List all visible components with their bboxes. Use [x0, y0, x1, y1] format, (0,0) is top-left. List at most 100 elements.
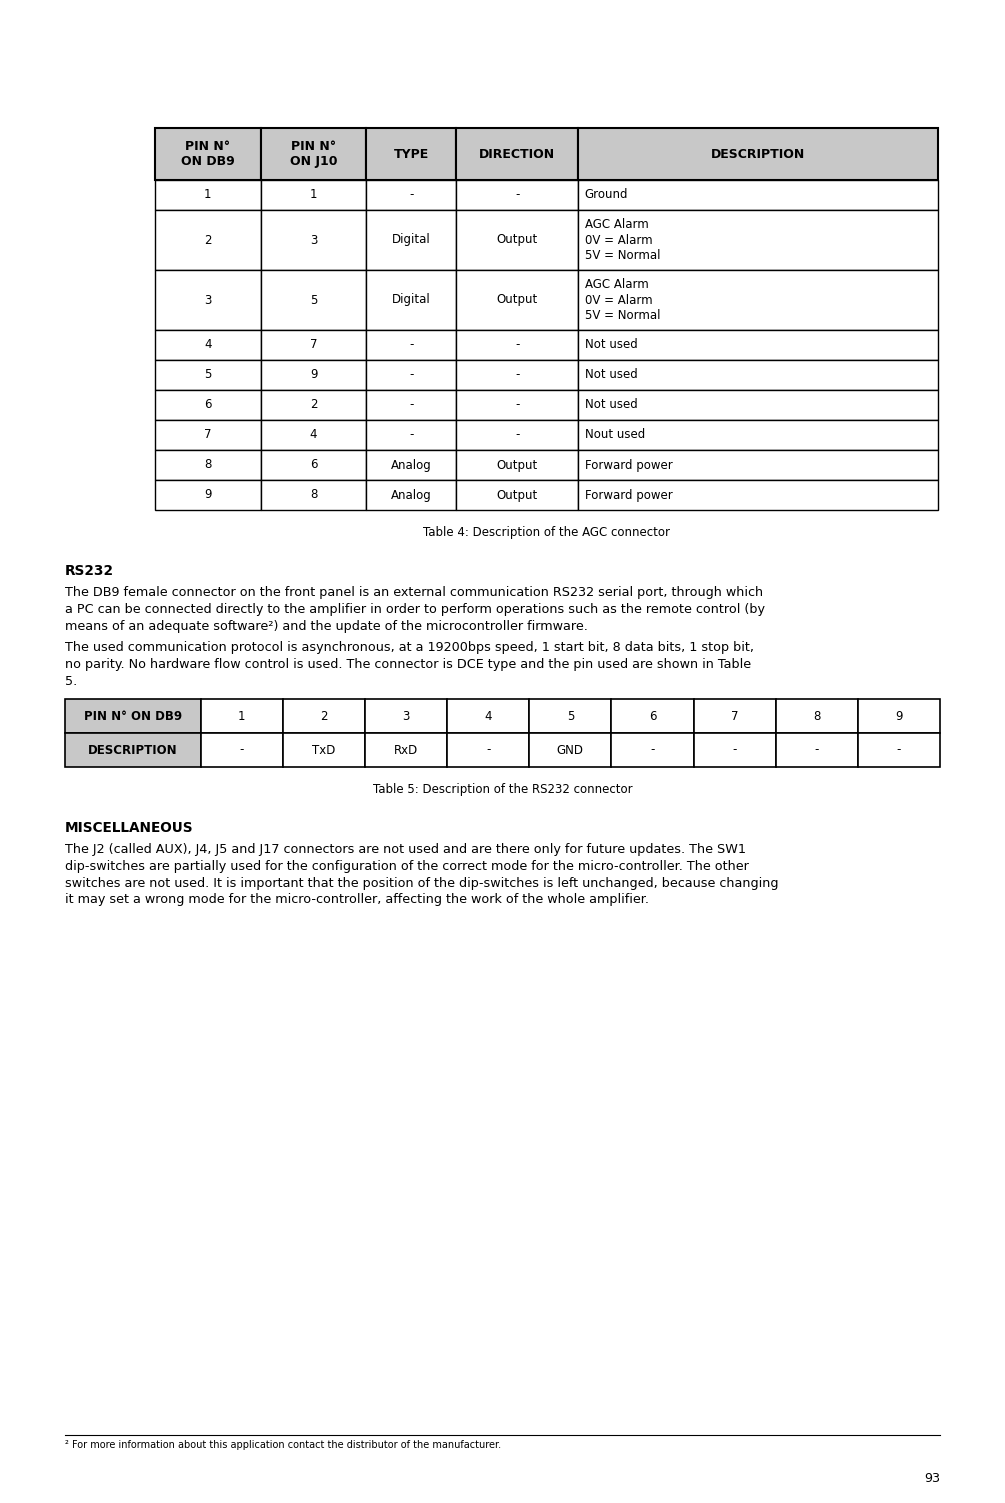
Text: -: -	[515, 368, 520, 382]
Bar	[65, 733, 201, 767]
Bar	[260, 361, 367, 389]
Text: 2: 2	[310, 398, 318, 412]
Bar	[155, 449, 260, 479]
Bar	[456, 419, 578, 449]
Bar	[260, 128, 367, 180]
Bar	[578, 210, 938, 271]
Text: Nout used: Nout used	[585, 428, 645, 442]
Text: 9: 9	[310, 368, 318, 382]
Text: Analog: Analog	[391, 488, 432, 502]
Text: PIN N° ON DB9: PIN N° ON DB9	[83, 709, 182, 723]
Text: 4: 4	[484, 709, 491, 723]
Bar	[201, 699, 282, 733]
Bar	[367, 419, 456, 449]
Text: RS232: RS232	[65, 564, 114, 579]
Text: -: -	[515, 188, 520, 201]
Bar	[578, 361, 938, 389]
Bar	[456, 180, 578, 210]
Text: Not used: Not used	[585, 368, 637, 382]
Bar	[578, 271, 938, 331]
Text: PIN N°
ON DB9: PIN N° ON DB9	[181, 140, 235, 168]
Text: Ground: Ground	[585, 188, 628, 201]
Bar	[367, 331, 456, 361]
Text: Not used: Not used	[585, 338, 637, 352]
Bar	[367, 449, 456, 479]
Bar	[456, 389, 578, 419]
Bar	[282, 699, 365, 733]
Bar	[260, 331, 367, 361]
Bar	[260, 271, 367, 331]
Text: 1: 1	[204, 188, 212, 201]
Bar	[367, 389, 456, 419]
Text: 6: 6	[648, 709, 656, 723]
Bar	[578, 180, 938, 210]
Bar	[155, 180, 260, 210]
Text: 7: 7	[204, 428, 212, 442]
Bar	[456, 128, 578, 180]
Bar	[611, 699, 693, 733]
Bar	[456, 271, 578, 331]
Text: 6: 6	[204, 398, 212, 412]
Text: -: -	[409, 428, 414, 442]
Text: The DB9 female connector on the front panel is an external communication RS232 s: The DB9 female connector on the front pa…	[65, 586, 765, 633]
Text: -: -	[486, 744, 490, 756]
Text: AGC Alarm
0V = Alarm
5V = Normal: AGC Alarm 0V = Alarm 5V = Normal	[585, 218, 660, 262]
Bar	[456, 361, 578, 389]
Text: TYPE: TYPE	[394, 147, 429, 161]
Text: PIN N°
ON J10: PIN N° ON J10	[289, 140, 338, 168]
Text: Digital: Digital	[392, 233, 431, 246]
Bar	[260, 389, 367, 419]
Text: -: -	[409, 338, 414, 352]
Text: ² For more information about this application contact the distributor of the man: ² For more information about this applic…	[65, 1440, 501, 1450]
Text: -: -	[409, 398, 414, 412]
Text: 4: 4	[204, 338, 212, 352]
Bar	[456, 479, 578, 510]
Bar	[260, 419, 367, 449]
Bar	[155, 389, 260, 419]
Bar	[155, 479, 260, 510]
Text: The J2 (called AUX), J4, J5 and J17 connectors are not used and are there only f: The J2 (called AUX), J4, J5 and J17 conn…	[65, 843, 779, 906]
Bar	[578, 479, 938, 510]
Text: Output: Output	[496, 458, 538, 472]
Text: -: -	[515, 338, 520, 352]
Text: Analog: Analog	[391, 458, 432, 472]
Text: 3: 3	[204, 293, 211, 307]
Text: 2: 2	[321, 709, 328, 723]
Text: -: -	[409, 188, 414, 201]
Text: 9: 9	[204, 488, 212, 502]
Bar	[456, 331, 578, 361]
Text: Forward power: Forward power	[585, 488, 672, 502]
Text: DIRECTION: DIRECTION	[479, 147, 555, 161]
Bar	[693, 699, 776, 733]
Bar	[858, 699, 940, 733]
Bar	[611, 733, 693, 767]
Text: DESCRIPTION: DESCRIPTION	[88, 744, 178, 756]
Text: -: -	[239, 744, 244, 756]
Text: 7: 7	[731, 709, 739, 723]
Text: AGC Alarm
0V = Alarm
5V = Normal: AGC Alarm 0V = Alarm 5V = Normal	[585, 278, 660, 322]
Bar	[578, 419, 938, 449]
Text: 1: 1	[238, 709, 245, 723]
Text: Forward power: Forward power	[585, 458, 672, 472]
Bar	[530, 733, 611, 767]
Bar	[447, 733, 530, 767]
Bar	[260, 210, 367, 271]
Bar	[201, 733, 282, 767]
Text: Output: Output	[496, 488, 538, 502]
Text: 7: 7	[310, 338, 318, 352]
Text: Output: Output	[496, 233, 538, 246]
Text: -: -	[409, 368, 414, 382]
Text: -: -	[815, 744, 819, 756]
Bar	[155, 271, 260, 331]
Bar	[260, 479, 367, 510]
Text: Not used: Not used	[585, 398, 637, 412]
Text: 3: 3	[310, 233, 318, 246]
Bar	[365, 699, 447, 733]
Text: -: -	[515, 428, 520, 442]
Text: 2: 2	[204, 233, 212, 246]
Text: 3: 3	[402, 709, 410, 723]
Bar	[367, 180, 456, 210]
Text: -: -	[515, 398, 520, 412]
Text: Table 5: Description of the RS232 connector: Table 5: Description of the RS232 connec…	[373, 783, 632, 797]
Bar	[456, 449, 578, 479]
